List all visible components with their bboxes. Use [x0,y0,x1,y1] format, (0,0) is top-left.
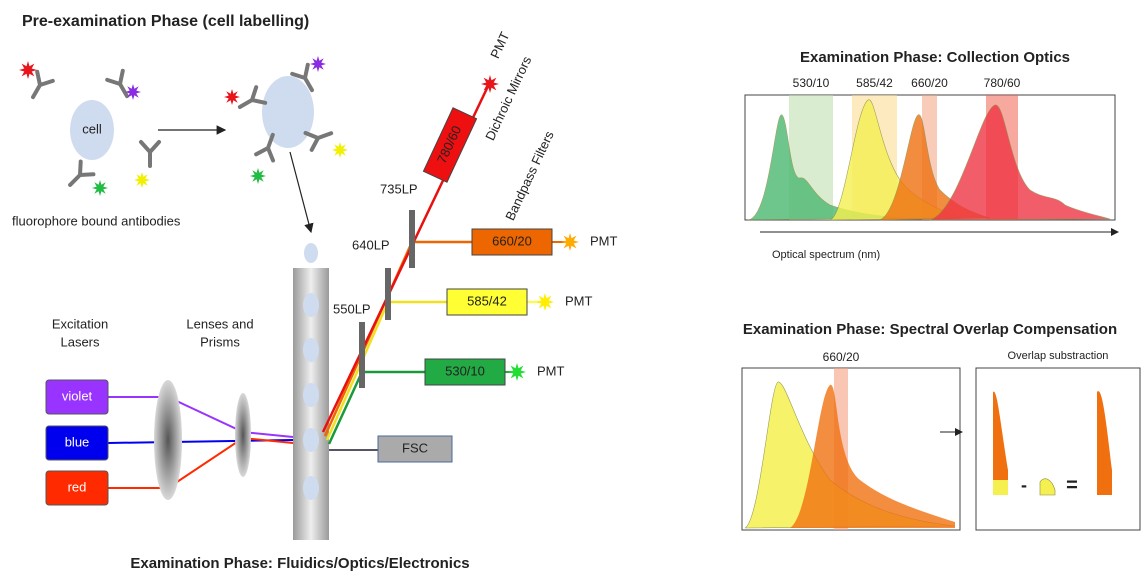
labelled-cell [262,76,314,148]
antibody [107,71,135,101]
lens [154,380,182,500]
label: 660/20 [911,76,948,90]
fluorophore-star [250,168,266,184]
label: Dichroic Mirrors [482,53,534,142]
label: 550LP [333,301,371,316]
label: = [1066,474,1078,496]
antibody [25,72,53,102]
cell-in-stream [303,383,319,407]
droplet [304,243,318,263]
label: Lenses and [186,316,253,331]
label: 640LP [352,237,390,252]
cell-in-stream [303,428,319,452]
section-title: Examination Phase: Spectral Overlap Comp… [743,321,1117,338]
label: FSC [402,440,428,455]
label: Optical spectrum (nm) [772,249,880,261]
spectrum-piece [993,480,1008,495]
lens [235,393,251,477]
cell-in-stream [303,293,319,317]
fluorophore-star [481,75,499,93]
label: 780/60 [984,76,1021,90]
diagram: Pre-examination Phase (cell labelling) ce… [0,0,1148,573]
label: PMT [565,293,593,308]
label: Excitation [52,316,108,331]
arrow [290,152,311,232]
antibody [141,142,159,166]
fluorophore-star [310,56,326,72]
fluorophore-star [224,89,240,105]
cell-in-stream [303,338,319,362]
fluorophore-star [332,142,348,158]
antibody [64,162,94,192]
fluorophore-star [508,363,526,381]
label: 660/20 [823,350,860,364]
fluorophore-star [125,84,141,100]
label: PMT [590,233,618,248]
label: cell [82,121,102,136]
label: Overlap substraction [1008,350,1109,362]
label: 530/10 [793,76,830,90]
label: fluorophore bound antibodies [12,213,181,228]
cell-in-stream [303,476,319,500]
label: Bandpass Filters [502,128,557,223]
beam [108,438,293,488]
label: red [68,479,87,494]
label: blue [65,434,90,449]
label: Lasers [60,334,100,349]
label: PMT [487,29,512,60]
section-title: Examination Phase: Fluidics/Optics/Elect… [130,555,469,572]
label: PMT [537,363,565,378]
label: 660/20 [492,233,532,248]
label: violet [62,388,93,403]
fluorophore-star [92,180,108,196]
label: 530/10 [445,363,485,378]
label: Prisms [200,334,240,349]
label: 585/42 [856,76,893,90]
section-title: Examination Phase: Collection Optics [800,49,1070,66]
label: - [1021,475,1027,495]
fluorophore-star [561,233,579,251]
label: 735LP [380,181,418,196]
label: 585/42 [467,293,507,308]
beam [329,372,425,444]
fluorophore-star [19,61,37,79]
section-title: Pre-examination Phase (cell labelling) [22,13,309,30]
fluorophore-star [536,293,554,311]
antibody [235,87,265,115]
fluorophore-star [134,172,150,188]
beam [108,397,293,437]
